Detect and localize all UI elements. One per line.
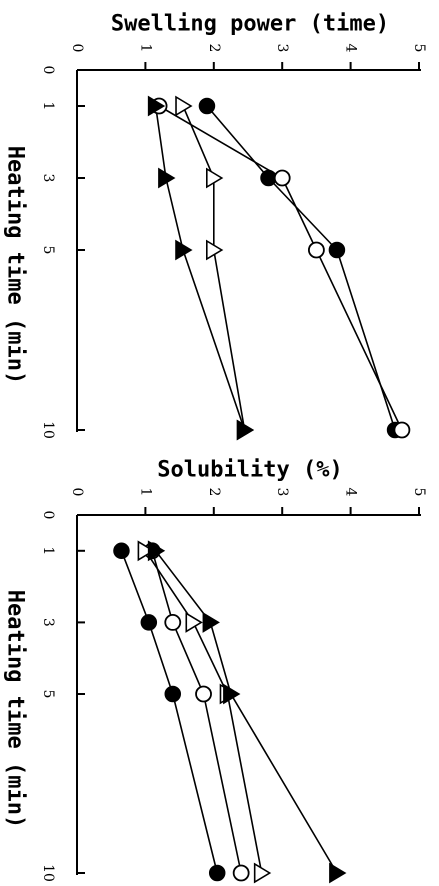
- data-point-open-triangle: [185, 611, 203, 633]
- time-axis-tick-label: 0: [40, 511, 56, 520]
- data-point-open-circle: [164, 614, 182, 631]
- value-axis-tick-label: 3: [274, 488, 290, 497]
- value-axis-tick-label: 4: [343, 44, 359, 53]
- time-axis-tick-label: 1: [40, 546, 56, 555]
- time-axis-tick-label: 5: [40, 690, 56, 699]
- time-axis-title: Heating time (min): [3, 146, 28, 384]
- value-axis-tick-label: 2: [206, 44, 222, 53]
- series-line-filled-triangle: [154, 105, 246, 431]
- time-axis-tick-label: 5: [40, 246, 56, 255]
- value-axis-title: Swelling power (time): [111, 12, 389, 37]
- time-axis-tick-label: 10: [40, 421, 56, 439]
- data-point-open-triangle: [253, 862, 272, 884]
- data-point-open-circle: [393, 421, 411, 439]
- series-line-filled-circle: [120, 550, 218, 874]
- data-point-open-triangle: [206, 239, 224, 261]
- time-axis-title: Heating time (min): [3, 590, 28, 828]
- data-point-open-triangle: [137, 540, 155, 562]
- data-point-filled-circle: [198, 97, 216, 115]
- value-axis-tick-label: 3: [274, 44, 290, 53]
- value-axis-title: Solubility (%): [157, 458, 342, 483]
- series-line-filled-triangle: [155, 550, 338, 874]
- data-point-open-circle: [232, 864, 250, 882]
- chart-panel-1: 0 1 2 3 4 5 0 1 3 5 10 Swelling power (time) Heating…: [3, 12, 427, 441]
- data-point-open-triangle: [175, 95, 193, 117]
- data-point-filled-triangle: [147, 540, 166, 562]
- data-point-filled-triangle: [329, 862, 347, 884]
- data-point-filled-circle: [208, 864, 226, 882]
- value-axis-tick-label: 0: [69, 488, 85, 497]
- time-axis-tick-label: 0: [40, 66, 56, 75]
- value-axis-tick-label: 5: [411, 44, 427, 53]
- series-line-open-triangle: [144, 550, 263, 874]
- data-point-filled-triangle: [223, 683, 241, 705]
- value-axis-tick-label: 5: [411, 488, 427, 497]
- data-point-filled-circle: [260, 169, 277, 187]
- series-line-open-circle: [158, 105, 403, 431]
- data-point-filled-triangle: [202, 611, 220, 633]
- value-axis-tick-label: 1: [137, 488, 153, 497]
- chart-panel-2: 0 1 2 3 4 5 0 1 3 5 10 Solubility (%) Heating time (…: [3, 458, 427, 884]
- data-point-filled-triangle: [236, 419, 255, 441]
- series-line-open-triangle: [182, 105, 246, 431]
- data-point-filled-circle: [328, 241, 346, 259]
- data-point-filled-circle: [140, 614, 158, 631]
- data-point-filled-triangle: [158, 167, 176, 189]
- series-line-open-circle: [151, 550, 242, 874]
- value-axis-tick-label: 4: [343, 488, 359, 497]
- series-line-filled-circle: [206, 105, 396, 431]
- data-point-open-triangle: [206, 167, 224, 189]
- data-point-open-circle: [273, 169, 291, 187]
- data-point-open-circle: [195, 685, 212, 703]
- time-axis-tick-label: 10: [40, 864, 56, 882]
- data-point-open-circle: [307, 241, 325, 259]
- data-point-filled-triangle: [147, 95, 166, 117]
- value-axis-tick-label: 1: [137, 44, 153, 53]
- data-point-filled-circle: [113, 542, 130, 560]
- time-axis-tick-label: 3: [40, 618, 56, 627]
- time-axis-tick-label: 3: [40, 174, 56, 183]
- value-axis-tick-label: 0: [69, 44, 85, 53]
- data-point-filled-triangle: [175, 239, 193, 261]
- time-axis-tick-label: 1: [40, 102, 56, 111]
- value-axis-tick-label: 2: [206, 488, 222, 497]
- data-point-filled-circle: [164, 685, 182, 703]
